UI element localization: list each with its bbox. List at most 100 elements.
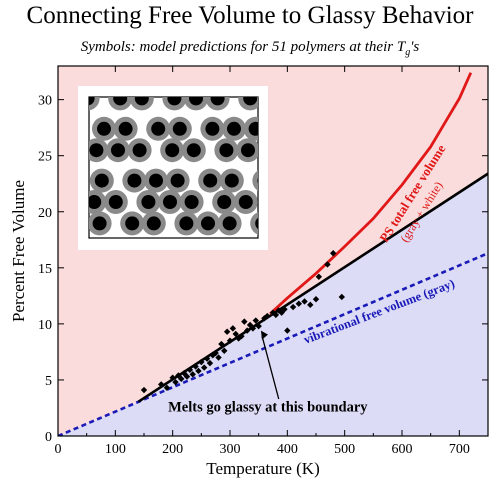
y-tick-label: 5 [45, 374, 52, 389]
data-point [178, 375, 185, 383]
inset-particle-core [146, 216, 161, 231]
y-axis-label: Percent Free Volume [9, 180, 28, 322]
data-point [215, 354, 222, 361]
data-point [289, 303, 297, 311]
data-point [198, 358, 205, 366]
inset-particle-core [227, 121, 241, 136]
data-point [203, 355, 211, 362]
x-tick-label: 100 [105, 442, 126, 457]
data-point [189, 371, 196, 378]
inset-particle-core [113, 97, 128, 106]
subtitle-prefix: Symbols: model predictions for 51 polyme… [80, 39, 406, 55]
plot-frame [57, 65, 489, 437]
data-point [169, 374, 176, 381]
inset-particle-core [132, 143, 147, 158]
inset-particle-core [201, 216, 215, 231]
subtitle-suffix: 's [410, 39, 420, 55]
data-point [221, 347, 228, 354]
inset-particle-core [219, 143, 234, 158]
data-point [324, 261, 331, 268]
inset-particle-core [94, 173, 109, 188]
inset-particle-core [210, 97, 225, 106]
inset-particle-core [108, 195, 123, 209]
vibrational-free-volume-line [58, 252, 488, 436]
data-point [330, 250, 337, 257]
inset-particle-core [89, 143, 104, 158]
subtitle-subscript: g [405, 47, 411, 58]
data-point [201, 364, 208, 371]
inset-particle-core [257, 177, 258, 184]
data-point [264, 312, 271, 320]
y-tick-label: 0 [45, 430, 52, 445]
x-tick-label: 200 [162, 442, 183, 457]
inset-particle-core [125, 216, 140, 231]
data-point [232, 330, 239, 338]
chart-title: Connecting Free Volume to Glassy Behavio… [26, 2, 474, 29]
data-point [295, 300, 302, 307]
inset-particle-core [134, 97, 149, 106]
inset-particle-core [92, 216, 107, 231]
x-tick-label: 700 [449, 442, 470, 457]
inset-particle-core [189, 97, 203, 106]
data-point [307, 301, 314, 309]
melt-region [58, 173, 488, 436]
boundary-arrow-line [261, 336, 280, 400]
y-tick-label: 20 [38, 206, 52, 221]
data-point [218, 340, 225, 348]
inset-particle-core [172, 121, 187, 136]
inset-particle-core [241, 143, 255, 158]
x-tick-label: 600 [392, 442, 413, 457]
inset-particle-core [170, 173, 185, 188]
boundary-arrow-head [260, 330, 268, 340]
data-point [272, 311, 280, 319]
inset-particle-core [222, 216, 237, 231]
x-tick-label: 0 [55, 442, 62, 457]
data-point [241, 318, 248, 325]
data-point [255, 322, 262, 330]
data-point [252, 317, 259, 324]
inset-particle-core [89, 195, 102, 209]
y-tick-label: 15 [38, 262, 52, 277]
data-point [301, 298, 308, 305]
data-point [249, 325, 257, 332]
x-axis-label: Temperature (K) [206, 459, 320, 478]
inset-particle-core [127, 173, 142, 188]
inset-particle-core [118, 121, 133, 136]
data-point [158, 381, 165, 388]
inset-particle-core [165, 143, 180, 158]
inset-particle-core [238, 195, 253, 209]
y-tick-label: 25 [38, 150, 52, 165]
x-tick-label: 400 [277, 442, 298, 457]
data-point [183, 373, 191, 380]
data-point [238, 333, 245, 340]
data-point [284, 327, 291, 334]
inset-particle-core [217, 195, 232, 209]
data-point [226, 337, 234, 344]
inset-particle-core [167, 97, 182, 106]
data-point [206, 359, 214, 367]
y-tick-label: 10 [38, 318, 52, 333]
chart-subtitle: Symbols: model predictions for 51 polyme… [0, 39, 500, 58]
inset-particle-core [255, 217, 258, 229]
inset-particle-core [243, 97, 258, 106]
inset-particle-core [186, 143, 201, 158]
inset-particle-core [89, 97, 95, 106]
ps-total-free-volume-curve [269, 72, 473, 315]
inset-particle-core [179, 216, 194, 231]
inset-particle-core [224, 173, 239, 188]
inset-particles [89, 97, 258, 236]
data-point [338, 293, 345, 301]
y-tick-label: 30 [38, 94, 52, 109]
data-point [223, 328, 231, 335]
data-point [315, 273, 323, 280]
inset-particle-core [151, 121, 166, 136]
x-tick-label: 300 [220, 442, 241, 457]
inset-particle-core [248, 121, 258, 136]
data-point [212, 349, 219, 357]
data-point [312, 296, 320, 303]
data-point [172, 378, 179, 386]
inset-particle-shell [252, 170, 258, 191]
data-point [140, 386, 148, 394]
